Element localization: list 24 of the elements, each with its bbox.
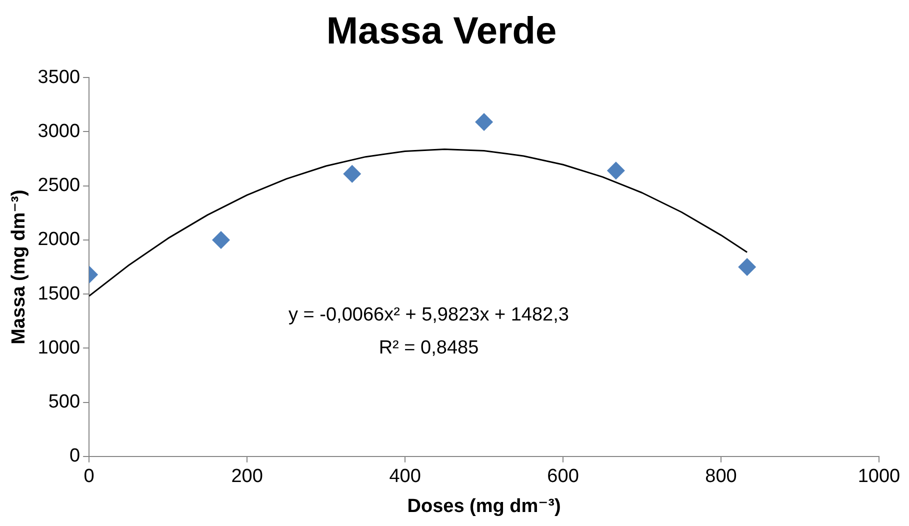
y-tick-label: 1000 — [38, 337, 80, 358]
y-tick-label: 3500 — [38, 66, 80, 88]
x-axis-title: Doses (mg dm⁻³) — [407, 496, 561, 517]
y-tick-label: 3000 — [38, 120, 80, 142]
point — [475, 112, 494, 131]
annotation: R² = 0,8485 — [378, 338, 479, 359]
y-tick-label: 2000 — [38, 229, 80, 250]
y-tick-label: 0 — [69, 446, 80, 467]
x-tick-label: 1000 — [858, 466, 900, 488]
point — [606, 162, 625, 180]
point — [343, 164, 362, 183]
point — [738, 258, 756, 276]
y-tick-label: 500 — [48, 392, 80, 413]
y-tick-label: 2500 — [38, 175, 80, 196]
point — [212, 230, 230, 249]
x-tick-label: 0 — [84, 466, 94, 488]
annotation: y = -0,0066x² + 5,9823x + 1482,3 — [288, 304, 569, 326]
x-tick-label: 800 — [705, 466, 737, 488]
x-tick-label: 600 — [547, 466, 579, 488]
y-axis-title: Massa (mg dm⁻³) — [8, 190, 30, 344]
x-tick-label: 200 — [231, 466, 263, 488]
chart-title: Massa Verde — [326, 10, 557, 52]
y-tick-label: 1500 — [38, 283, 80, 304]
x-tick-label: 400 — [389, 466, 421, 488]
